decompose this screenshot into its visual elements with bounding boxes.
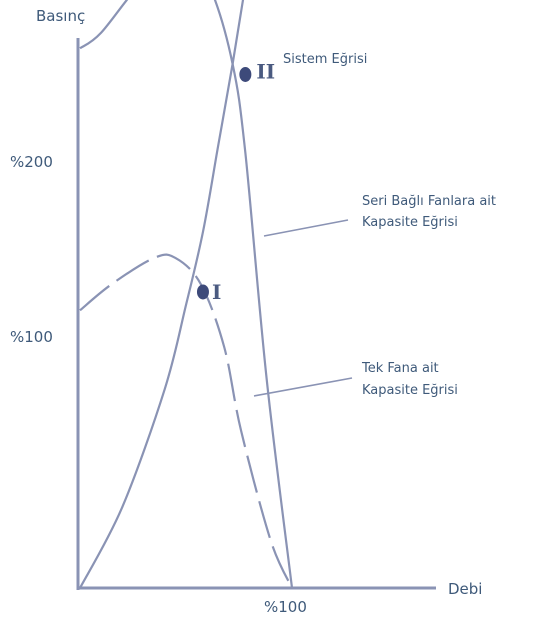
single-curve-label-line1: Tek Fana ait [361,361,439,376]
operating-point-I [196,284,209,300]
x-tick-label-100: %100 [264,598,307,616]
operating-point-II [239,66,252,82]
y-tick-label-100: %100 [10,328,53,346]
y-axis-label: Basınç [36,7,85,25]
single-curve-leader-line [253,377,353,397]
system-curve-label: Sistem Eğrisi [283,52,367,67]
operating-point-II-label: II [256,59,275,83]
series-curve-leader-line [263,219,349,237]
x-axis-label: Debi [448,580,482,598]
single-curve-label-line2: Kapasite Eğrisi [362,383,458,398]
series-curve-label-line1: Seri Bağlı Fanlara ait [362,194,496,209]
series-fans-capacity-curve [79,0,294,589]
series-curve-label-line2: Kapasite Eğrisi [362,215,458,230]
operating-point-I-label: I [212,280,221,304]
y-tick-label-200: %200 [10,153,53,171]
system-curve [79,0,245,589]
